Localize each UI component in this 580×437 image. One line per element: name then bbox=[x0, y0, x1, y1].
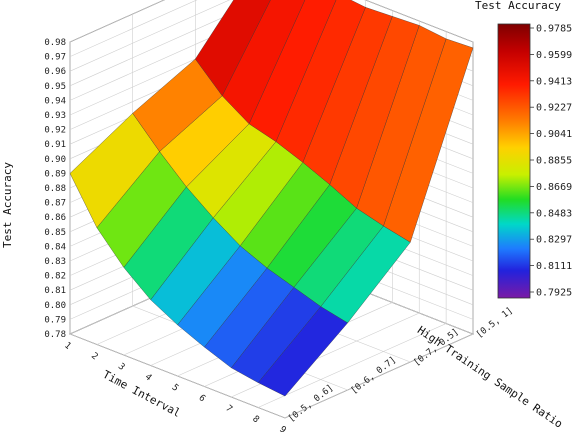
colorbar-tick-label: 0.8483 bbox=[536, 208, 572, 219]
x-tick-label: 3 bbox=[116, 362, 127, 373]
x-tick-label: 9 bbox=[277, 425, 288, 432]
z-tick-label: 0.93 bbox=[44, 111, 66, 121]
colorbar: Test Accuracy 0.97850.95990.94130.92270.… bbox=[475, 0, 572, 299]
z-tick-label: 0.78 bbox=[44, 330, 66, 340]
colorbar-gradient bbox=[497, 23, 531, 299]
y-tick-label: [0.5, 1] bbox=[475, 306, 515, 341]
z-tick-label: 0.85 bbox=[44, 228, 66, 238]
z-tick-label: 0.86 bbox=[44, 213, 66, 223]
z-tick-label: 0.81 bbox=[44, 286, 66, 296]
z-tick-label: 0.96 bbox=[44, 67, 66, 77]
z-tick-label: 0.92 bbox=[44, 126, 66, 136]
x-tick-label: 1 bbox=[62, 341, 73, 352]
z-tick-label: 0.94 bbox=[44, 96, 66, 106]
x-axis-title: Time Interval bbox=[101, 368, 183, 420]
y-tick-label: [0.5, 0.6] bbox=[287, 383, 336, 424]
z-tick-label: 0.90 bbox=[44, 155, 66, 165]
surface-patch bbox=[195, 0, 271, 97]
x-tick-label: 2 bbox=[89, 351, 100, 362]
y-gridline bbox=[69, 42, 286, 419]
x-tick-label: 7 bbox=[223, 404, 234, 415]
colorbar-tick-label: 0.9413 bbox=[536, 76, 572, 87]
z-tick-label: 0.97 bbox=[44, 53, 66, 63]
z-tick-label: 0.88 bbox=[44, 184, 66, 194]
z-tick-label: 0.87 bbox=[44, 199, 66, 209]
colorbar-tick-label: 0.8855 bbox=[536, 156, 572, 167]
y-axis-title: High Training Sample Ratio bbox=[415, 324, 565, 431]
colorbar-tick-label: 0.8669 bbox=[536, 182, 572, 193]
x-axis-ticks: 1 2 3 4 5 6 7 8 9 bbox=[62, 341, 288, 436]
colorbar-tick-label: 0.7925 bbox=[536, 288, 572, 299]
x-tick-label: 8 bbox=[250, 414, 261, 425]
colorbar-tick-label: 0.9785 bbox=[536, 24, 572, 35]
colorbar-tick-label: 0.9227 bbox=[536, 103, 572, 114]
z-tick-label: 0.98 bbox=[44, 38, 66, 48]
z-axis-ticks: 0.98 0.97 0.96 0.95 0.94 0.93 0.92 0.91 0.90 0.89… bbox=[44, 38, 66, 340]
y-tick-label: [0.6, 0.7] bbox=[349, 355, 398, 396]
colorbar-tick-label: 0.9041 bbox=[536, 129, 572, 140]
z-tick-label: 0.82 bbox=[44, 272, 66, 282]
colorbar-title: Test Accuracy bbox=[475, 0, 561, 12]
z-tick-label: 0.95 bbox=[44, 82, 66, 92]
z-tick-label: 0.89 bbox=[44, 169, 66, 179]
colorbar-ticks: 0.9785 0.9599 0.9413 0.9227 0.9041 0.8855 0.86… bbox=[530, 24, 572, 299]
colorbar-tick-label: 0.9599 bbox=[536, 50, 572, 61]
x-tick-label: 6 bbox=[196, 393, 207, 404]
z-tick-label: 0.84 bbox=[44, 242, 66, 252]
colorbar-tick-label: 0.8297 bbox=[536, 235, 572, 246]
z-tick-label: 0.83 bbox=[44, 257, 66, 267]
colorbar-tick-label: 0.8111 bbox=[536, 261, 572, 272]
z-tick-label: 0.91 bbox=[44, 140, 66, 150]
z-tick-label: 0.79 bbox=[44, 315, 66, 325]
z-tick-label: 0.80 bbox=[44, 301, 66, 311]
x-tick-label: 4 bbox=[143, 372, 154, 383]
x-tick-label: 5 bbox=[170, 383, 181, 394]
z-axis-title: Test Accuracy bbox=[1, 162, 14, 248]
surface bbox=[69, 0, 474, 397]
